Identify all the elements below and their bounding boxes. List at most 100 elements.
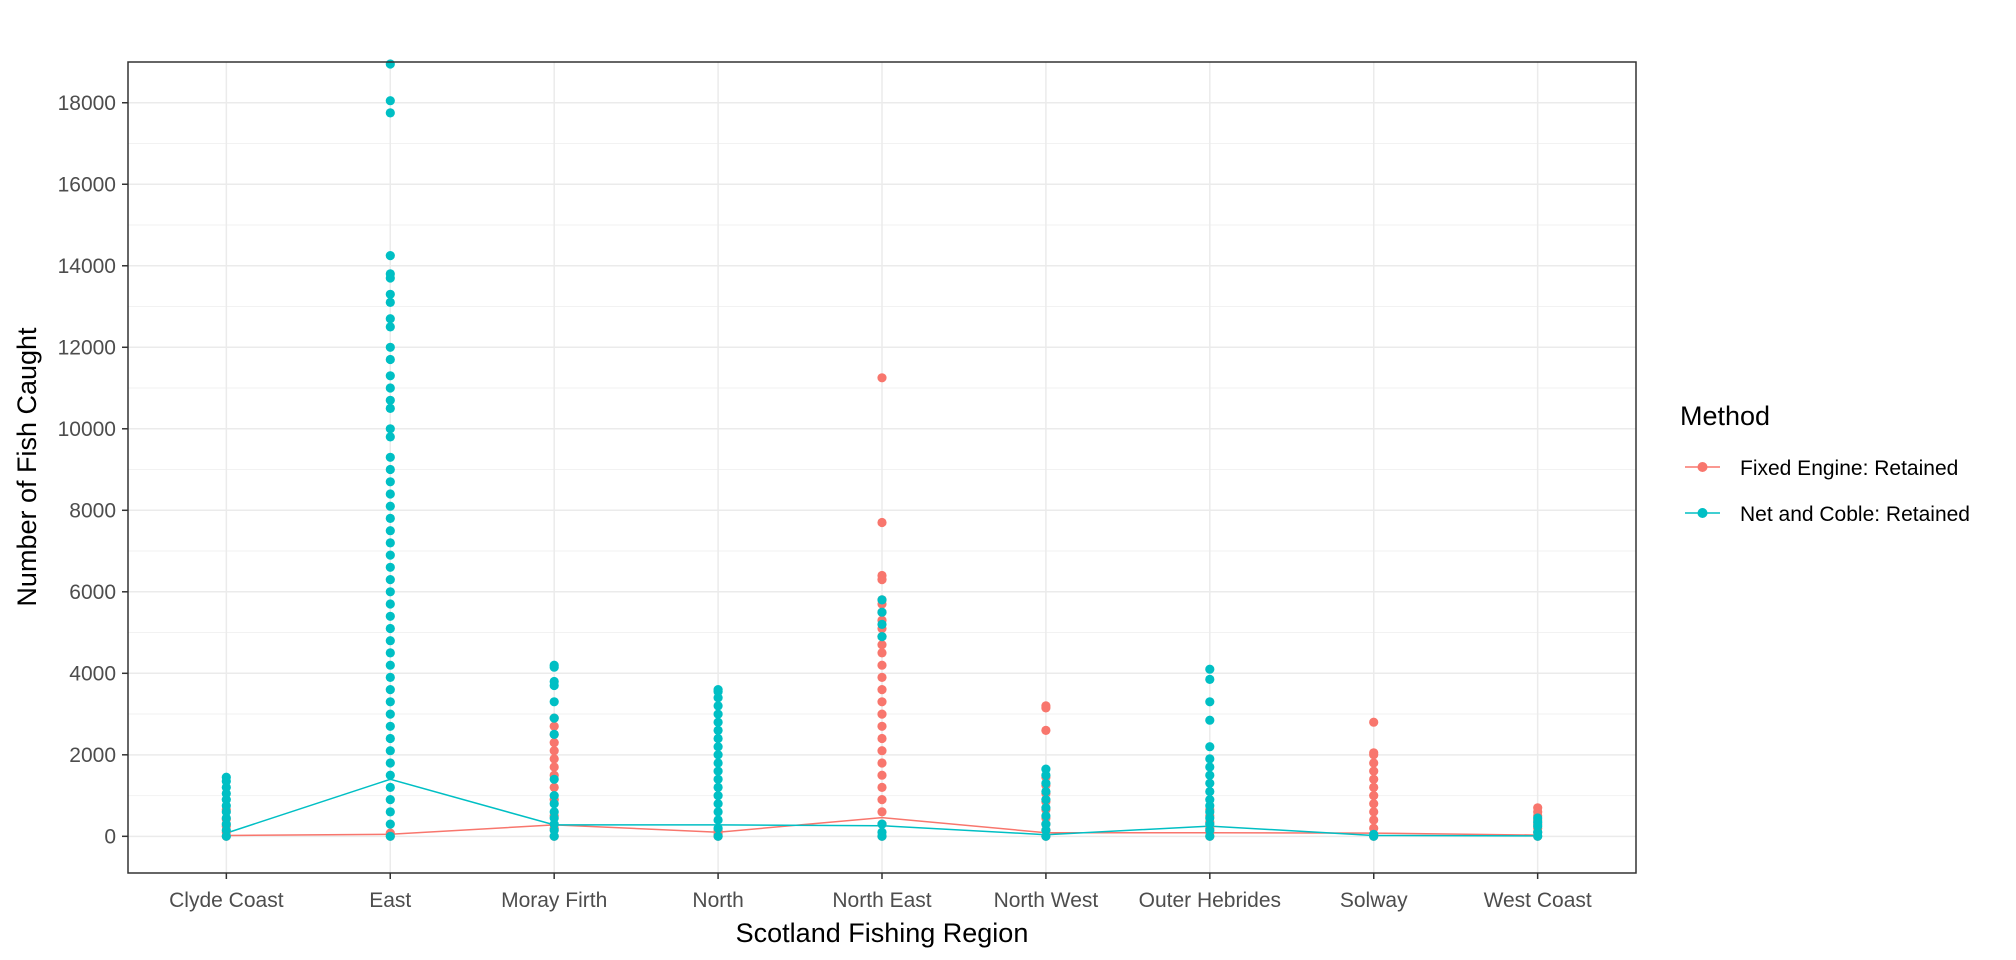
data-point-net-and-coble-retained xyxy=(385,831,395,841)
data-point-net-and-coble-retained xyxy=(1041,764,1051,774)
data-point-net-and-coble-retained xyxy=(549,676,559,687)
data-point-net-and-coble-retained xyxy=(385,538,395,548)
data-point-net-and-coble-retained xyxy=(1369,829,1379,839)
data-point-net-and-coble-retained xyxy=(549,791,559,801)
data-point-net-and-coble-retained xyxy=(385,59,395,69)
data-point-net-and-coble-retained xyxy=(877,595,887,605)
data-point-net-and-coble-retained xyxy=(1041,811,1051,821)
data-point-fixed-engine-retained xyxy=(877,782,887,793)
data-point-fixed-engine-retained xyxy=(1369,782,1379,793)
data-point-net-and-coble-retained xyxy=(385,251,395,261)
data-point-fixed-engine-retained xyxy=(877,570,887,581)
data-point-net-and-coble-retained xyxy=(1205,697,1215,707)
data-point-fixed-engine-retained xyxy=(1369,758,1379,768)
data-point-fixed-engine-retained xyxy=(1369,774,1379,784)
data-point-net-and-coble-retained xyxy=(713,685,723,695)
data-point-net-and-coble-retained xyxy=(385,477,395,487)
data-point-net-and-coble-retained xyxy=(385,623,395,634)
data-point-fixed-engine-retained xyxy=(549,762,559,772)
data-point-net-and-coble-retained xyxy=(713,774,723,784)
data-point-net-and-coble-retained xyxy=(1041,819,1051,829)
data-point-fixed-engine-retained xyxy=(1369,766,1379,776)
y-tick-label: 10000 xyxy=(58,418,116,441)
data-point-net-and-coble-retained xyxy=(1205,754,1215,764)
y-tick-label: 12000 xyxy=(58,336,116,359)
data-point-net-and-coble-retained xyxy=(877,819,887,829)
y-axis-title: Number of Fish Caught xyxy=(12,327,42,607)
data-point-net-and-coble-retained xyxy=(1205,770,1215,780)
data-point-net-and-coble-retained xyxy=(385,342,395,352)
x-axis-title: Scotland Fishing Region xyxy=(736,918,1029,948)
data-point-net-and-coble-retained xyxy=(385,721,395,731)
data-point-fixed-engine-retained xyxy=(877,697,887,707)
data-point-net-and-coble-retained xyxy=(385,108,395,118)
data-point-fixed-engine-retained xyxy=(877,770,887,780)
data-point-net-and-coble-retained xyxy=(385,289,395,299)
data-point-net-and-coble-retained xyxy=(1041,786,1051,797)
data-point-net-and-coble-retained xyxy=(1205,778,1215,788)
data-point-fixed-engine-retained xyxy=(1369,717,1379,727)
data-point-net-and-coble-retained xyxy=(385,314,395,324)
data-point-net-and-coble-retained xyxy=(549,729,559,740)
data-point-net-and-coble-retained xyxy=(385,269,395,279)
data-point-fixed-engine-retained xyxy=(549,721,559,731)
data-point-net-and-coble-retained xyxy=(1041,803,1051,813)
data-point-net-and-coble-retained xyxy=(1205,674,1215,685)
x-tick-label-north-west: North West xyxy=(994,889,1099,912)
data-point-net-and-coble-retained xyxy=(385,587,395,597)
data-point-net-and-coble-retained xyxy=(385,807,395,817)
x-tick-label-moray-firth: Moray Firth xyxy=(501,889,607,912)
data-point-fixed-engine-retained xyxy=(877,648,887,658)
data-point-net-and-coble-retained xyxy=(1205,664,1215,674)
data-point-fixed-engine-retained xyxy=(877,373,887,383)
legend-title: Method xyxy=(1680,401,1770,431)
data-point-net-and-coble-retained xyxy=(385,562,395,572)
data-point-net-and-coble-retained xyxy=(713,758,723,768)
data-point-net-and-coble-retained xyxy=(385,464,395,475)
x-tick-label-north: North xyxy=(692,889,743,912)
data-point-net-and-coble-retained xyxy=(385,501,395,511)
y-tick-label: 8000 xyxy=(69,499,116,522)
data-point-net-and-coble-retained xyxy=(385,795,395,805)
data-point-net-and-coble-retained xyxy=(1533,813,1543,823)
data-point-fixed-engine-retained xyxy=(1533,803,1543,813)
data-point-net-and-coble-retained xyxy=(1205,786,1215,797)
y-tick-label: 18000 xyxy=(58,92,116,115)
y-axis: 0 2000 4000 6000 8000 10000 12000 14000 16000 180… xyxy=(58,92,128,848)
data-point-net-and-coble-retained xyxy=(713,831,723,841)
data-point-fixed-engine-retained xyxy=(877,795,887,805)
data-point-net-and-coble-retained xyxy=(385,575,395,585)
data-point-net-and-coble-retained xyxy=(713,823,723,833)
data-point-net-and-coble-retained xyxy=(713,742,723,752)
data-point-fixed-engine-retained xyxy=(549,782,559,793)
data-point-net-and-coble-retained xyxy=(713,725,723,736)
data-point-fixed-engine-retained xyxy=(877,640,887,650)
data-point-fixed-engine-retained xyxy=(1369,748,1379,758)
data-point-net-and-coble-retained xyxy=(385,489,395,499)
data-point-net-and-coble-retained xyxy=(713,791,723,801)
data-point-net-and-coble-retained xyxy=(877,632,887,642)
data-point-net-and-coble-retained xyxy=(549,697,559,707)
data-point-net-and-coble-retained xyxy=(385,672,395,683)
data-point-fixed-engine-retained xyxy=(877,733,887,744)
data-point-net-and-coble-retained xyxy=(385,733,395,744)
x-tick-label-east: East xyxy=(369,889,411,912)
data-point-fixed-engine-retained xyxy=(877,721,887,731)
x-tick-label-clyde-coast: Clyde Coast xyxy=(169,889,284,912)
legend-key-point-fixed-engine xyxy=(1697,462,1708,472)
data-point-fixed-engine-retained xyxy=(877,660,887,670)
data-point-net-and-coble-retained xyxy=(713,733,723,744)
y-tick-label: 16000 xyxy=(58,173,116,196)
data-point-net-and-coble-retained xyxy=(385,403,395,413)
data-point-net-and-coble-retained xyxy=(1205,795,1215,805)
data-point-fixed-engine-retained xyxy=(1369,807,1379,817)
legend-item-net-and-coble: Net and Coble: Retained xyxy=(1685,503,1970,526)
data-point-net-and-coble-retained xyxy=(1205,762,1215,772)
data-point-net-and-coble-retained xyxy=(385,526,395,536)
data-point-net-and-coble-retained xyxy=(549,799,559,809)
data-point-net-and-coble-retained xyxy=(385,96,395,106)
data-point-net-and-coble-retained xyxy=(385,599,395,609)
data-point-net-and-coble-retained xyxy=(877,827,887,837)
